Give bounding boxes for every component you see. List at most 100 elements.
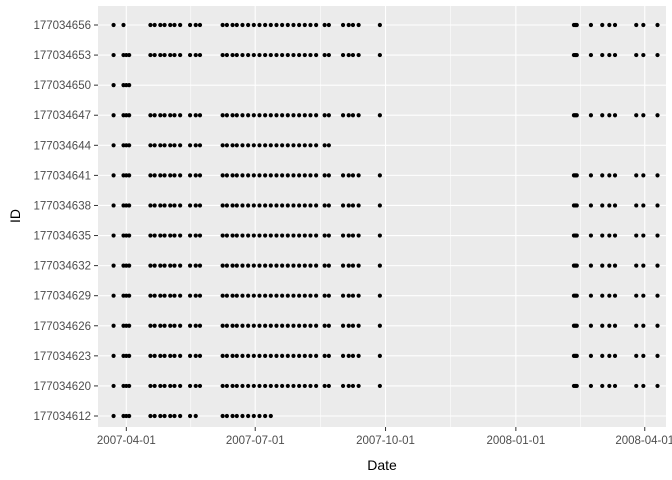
- data-point: [356, 383, 361, 389]
- data-point: [197, 353, 203, 358]
- data-point: [655, 293, 660, 298]
- data-point: [193, 263, 198, 268]
- data-point: [274, 22, 279, 28]
- data-point: [172, 173, 177, 178]
- data-point: [187, 263, 193, 268]
- data-point: [612, 203, 618, 208]
- data-point: [168, 143, 173, 148]
- data-point: [111, 143, 116, 148]
- data-point: [268, 233, 273, 238]
- data-point: [641, 22, 646, 28]
- data-point: [297, 113, 302, 118]
- data-point: [240, 413, 245, 419]
- data-point: [168, 173, 173, 178]
- data-point: [111, 263, 116, 268]
- data-point: [234, 293, 239, 298]
- data-point: [297, 323, 302, 328]
- data-point: [340, 203, 346, 208]
- data-point: [302, 143, 307, 148]
- data-point: [326, 173, 331, 178]
- data-point: [588, 52, 594, 58]
- data-point: [220, 383, 225, 389]
- data-point: [127, 143, 132, 148]
- data-point: [314, 173, 319, 178]
- data-point: [152, 52, 157, 58]
- y-tick-label: 177034647: [33, 110, 91, 122]
- y-tick-label: 177034656: [33, 20, 91, 32]
- data-point: [152, 113, 157, 118]
- data-point: [178, 383, 183, 389]
- data-point: [234, 143, 239, 148]
- data-point: [240, 143, 245, 148]
- data-point: [607, 22, 612, 28]
- data-point: [302, 383, 307, 389]
- data-point: [588, 353, 594, 358]
- data-point: [377, 233, 382, 238]
- data-point: [240, 233, 245, 238]
- data-point: [285, 263, 290, 268]
- data-point: [234, 203, 239, 208]
- y-tick-label: 177034641: [33, 170, 91, 182]
- data-point: [340, 323, 346, 328]
- data-point: [224, 353, 229, 358]
- data-point: [291, 323, 296, 328]
- data-point: [634, 353, 639, 358]
- data-point: [240, 323, 245, 328]
- data-point: [634, 383, 639, 389]
- data-point: [178, 173, 183, 178]
- data-point: [302, 173, 307, 178]
- data-point: [655, 383, 660, 389]
- data-point: [162, 233, 167, 238]
- data-point: [111, 413, 116, 419]
- data-point: [251, 353, 256, 358]
- data-point: [152, 353, 157, 358]
- data-point: [322, 203, 327, 208]
- data-point: [251, 263, 256, 268]
- data-point: [152, 263, 157, 268]
- data-point: [127, 113, 132, 118]
- y-tick-label: 177034626: [33, 321, 91, 333]
- data-point: [346, 353, 351, 358]
- data-point: [111, 323, 116, 328]
- data-point: [127, 173, 132, 178]
- data-point: [280, 173, 285, 178]
- data-point: [263, 233, 268, 238]
- data-point: [187, 52, 193, 58]
- data-point: [607, 353, 612, 358]
- data-point: [168, 263, 173, 268]
- data-point: [158, 233, 163, 238]
- data-point: [574, 22, 579, 28]
- y-tick-label: 177034620: [33, 381, 91, 393]
- data-point: [285, 22, 290, 28]
- data-point: [297, 353, 302, 358]
- data-point: [187, 143, 193, 148]
- data-point: [168, 383, 173, 389]
- data-point: [350, 383, 356, 389]
- data-point: [274, 323, 279, 328]
- data-point: [274, 263, 279, 268]
- data-point: [246, 22, 251, 28]
- data-point: [263, 113, 268, 118]
- data-point: [162, 52, 167, 58]
- data-point: [641, 293, 646, 298]
- data-point: [274, 353, 279, 358]
- data-point: [158, 293, 163, 298]
- data-point: [193, 203, 198, 208]
- data-point: [178, 52, 183, 58]
- data-point: [641, 353, 646, 358]
- y-tick-label: 177034644: [33, 140, 91, 152]
- data-point: [655, 113, 660, 118]
- data-point: [234, 22, 239, 28]
- data-point: [634, 293, 639, 298]
- data-point: [240, 113, 245, 118]
- data-point: [246, 413, 251, 419]
- data-point: [280, 143, 285, 148]
- data-point: [268, 323, 273, 328]
- data-point: [187, 173, 193, 178]
- data-point: [356, 203, 361, 208]
- data-point: [612, 173, 618, 178]
- data-point: [230, 233, 235, 238]
- data-point: [246, 52, 251, 58]
- data-point: [197, 383, 203, 389]
- data-point: [148, 52, 153, 58]
